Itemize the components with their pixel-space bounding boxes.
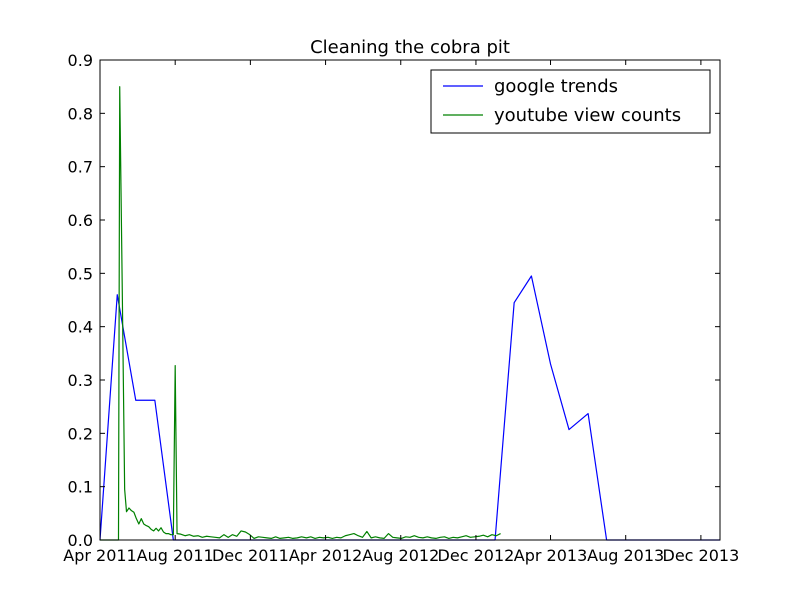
- y-tick-label: 0.5: [68, 264, 93, 283]
- legend-box: [430, 69, 711, 134]
- axes-frame: [99, 59, 721, 541]
- series-line-google-trends: [99, 275, 720, 541]
- x-tick-label: Dec 2012: [438, 546, 515, 565]
- legend-label-google-trends: google trends: [494, 76, 618, 97]
- x-tick-label: Apr 2011: [63, 546, 136, 565]
- x-tick-label: Aug 2012: [362, 546, 439, 565]
- y-tick-label: 0.4: [68, 318, 93, 337]
- x-tick-label: Apr 2012: [289, 546, 362, 565]
- legend-label-youtube-view-counts: youtube view counts: [494, 105, 681, 126]
- y-tick-label: 0.3: [68, 371, 93, 390]
- series-line-youtube-view-counts: [100, 86, 501, 541]
- x-tick-label: Dec 2013: [663, 546, 740, 565]
- x-tick-label: Apr 2013: [514, 546, 587, 565]
- plot-area: [100, 60, 720, 540]
- x-tick-label: Aug 2011: [137, 546, 214, 565]
- y-tick-label: 0.8: [68, 104, 93, 123]
- y-tick-label: 0.1: [68, 478, 93, 497]
- y-tick-label: 0.2: [68, 424, 93, 443]
- y-axis: 0.0 0.1 0.2 0.3 0.4 0.5 0.6 0.7 0.8 0.9: [68, 51, 720, 550]
- x-tick-label: Dec 2011: [212, 546, 289, 565]
- y-tick-label: 0.9: [68, 51, 93, 70]
- y-tick-label: 0.0: [68, 531, 93, 550]
- x-tick-label: Aug 2013: [587, 546, 664, 565]
- y-tick-label: 0.6: [68, 211, 93, 230]
- series-layer: [99, 86, 720, 541]
- chart-title: Cleaning the cobra pit: [310, 37, 510, 58]
- legend: google trends youtube view counts: [430, 69, 711, 134]
- y-tick-label: 0.7: [68, 158, 93, 177]
